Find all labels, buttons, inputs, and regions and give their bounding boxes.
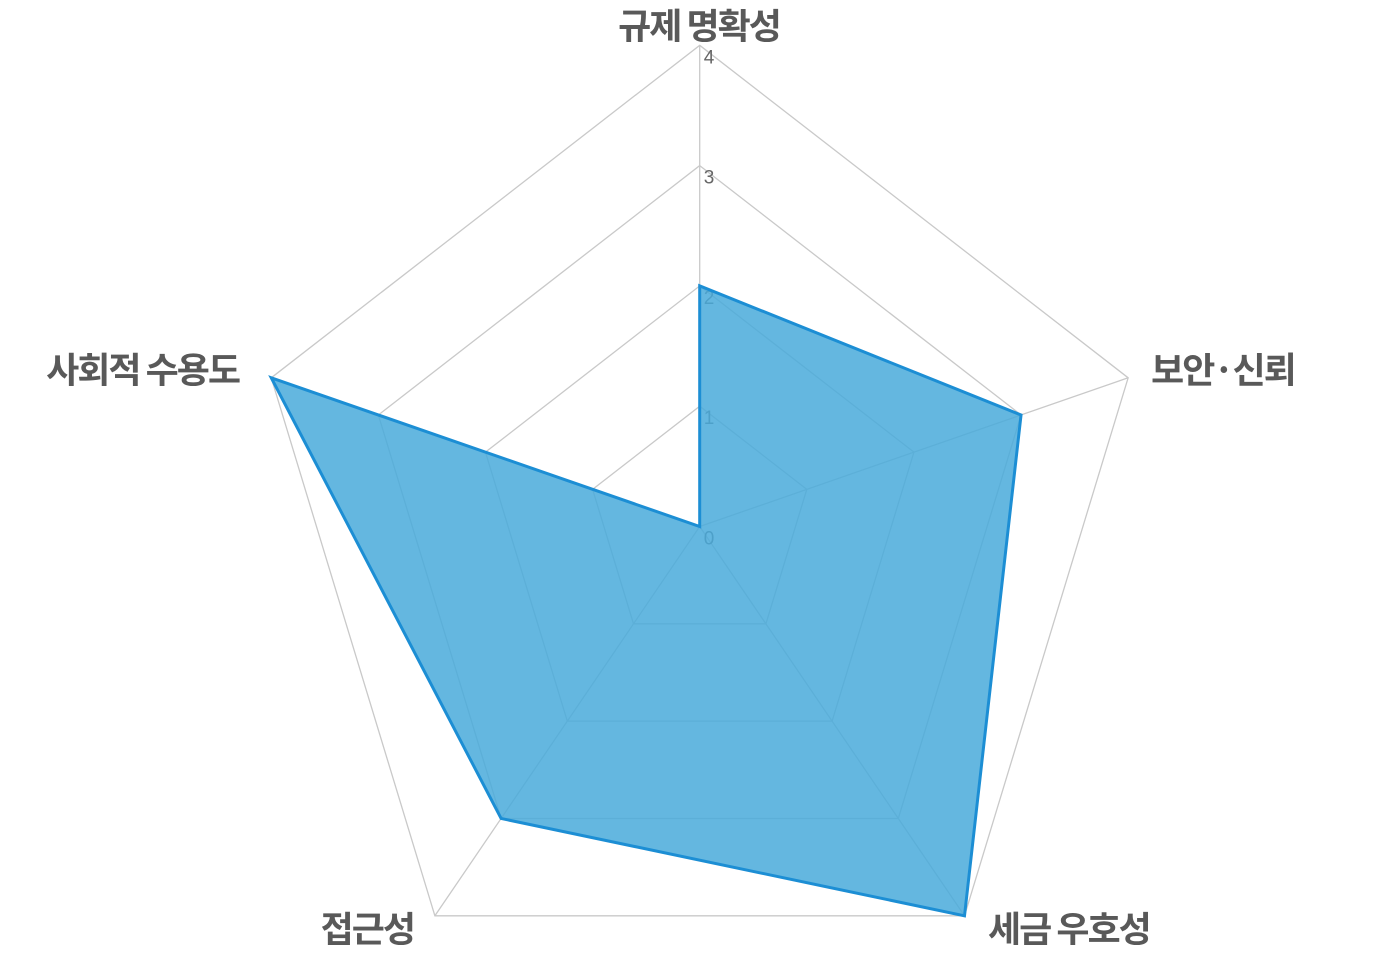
svg-text:3: 3	[704, 168, 715, 189]
svg-text:4: 4	[704, 47, 715, 68]
